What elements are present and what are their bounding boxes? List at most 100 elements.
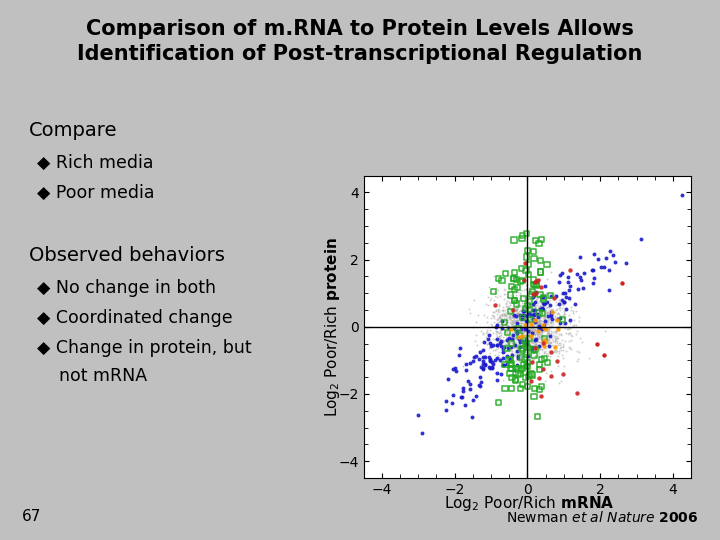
Point <box>528 309 540 318</box>
Point <box>543 341 554 349</box>
Point <box>551 294 562 303</box>
Point <box>516 312 528 321</box>
Point <box>514 326 526 334</box>
Point <box>541 294 553 302</box>
Point <box>526 343 537 352</box>
Point <box>539 323 551 332</box>
Point <box>568 320 580 329</box>
Point <box>522 312 534 320</box>
Point <box>497 306 508 314</box>
Point <box>524 334 536 343</box>
Point <box>508 304 520 313</box>
Point <box>549 315 561 324</box>
Point <box>498 317 509 326</box>
Point <box>518 331 530 340</box>
Point <box>522 331 534 340</box>
Point <box>558 369 570 378</box>
Point <box>538 293 549 302</box>
Point <box>516 328 527 337</box>
Point <box>494 301 505 309</box>
Point <box>529 303 541 312</box>
Point <box>547 310 559 319</box>
Point <box>542 312 554 321</box>
Point <box>546 322 557 331</box>
Point <box>531 312 542 320</box>
Point <box>502 302 513 310</box>
Point <box>522 340 534 348</box>
Point <box>534 308 545 316</box>
Point <box>518 285 530 294</box>
Point <box>539 342 550 351</box>
Point <box>523 326 534 334</box>
Text: 67: 67 <box>22 509 41 524</box>
Point <box>523 339 535 348</box>
Point <box>522 359 534 367</box>
Point <box>546 311 558 320</box>
Point <box>551 313 562 321</box>
Point <box>528 329 540 338</box>
Point <box>526 305 537 313</box>
Point <box>498 342 510 351</box>
Point <box>455 393 467 401</box>
Point <box>554 341 566 349</box>
Point <box>517 351 528 360</box>
Point <box>528 326 540 334</box>
Point <box>496 339 508 348</box>
Point <box>520 317 531 326</box>
Point <box>459 400 471 409</box>
Point <box>518 346 529 354</box>
Point <box>518 316 530 325</box>
Point <box>512 354 523 362</box>
Point <box>510 316 521 325</box>
Point <box>553 325 564 334</box>
Point <box>516 264 527 273</box>
Point <box>475 362 487 371</box>
Point <box>553 278 564 287</box>
Point <box>526 356 537 365</box>
Point <box>555 331 567 340</box>
Point <box>510 343 521 352</box>
Point <box>537 335 549 343</box>
Point <box>539 316 550 325</box>
Point <box>559 298 570 307</box>
Point <box>546 292 557 300</box>
Point <box>523 309 535 318</box>
Point <box>549 332 560 340</box>
Point <box>483 353 495 361</box>
Point <box>534 361 545 369</box>
Point <box>510 319 522 327</box>
Point <box>529 345 541 353</box>
Point <box>534 322 545 330</box>
Point <box>540 343 552 352</box>
Point <box>549 294 560 302</box>
Point <box>520 339 531 347</box>
Point <box>513 295 525 304</box>
Point <box>447 364 459 373</box>
Point <box>537 305 549 314</box>
Point <box>543 321 554 329</box>
Point <box>518 326 530 335</box>
Point <box>516 353 527 362</box>
Point <box>520 334 531 343</box>
Point <box>521 345 533 353</box>
Point <box>521 315 533 324</box>
Point <box>510 370 522 379</box>
Point <box>532 306 544 314</box>
Point <box>491 335 503 343</box>
Point <box>511 343 523 352</box>
Point <box>526 321 538 330</box>
Point <box>488 341 500 350</box>
Point <box>544 339 556 347</box>
Point <box>508 318 520 327</box>
Point <box>491 323 503 332</box>
Point <box>546 312 557 321</box>
Point <box>523 296 534 305</box>
Point <box>521 307 532 315</box>
Point <box>456 362 468 370</box>
Point <box>503 326 515 334</box>
Point <box>527 302 539 310</box>
Point <box>526 310 537 319</box>
Point <box>588 273 600 282</box>
Point <box>529 326 541 334</box>
Point <box>509 341 521 349</box>
